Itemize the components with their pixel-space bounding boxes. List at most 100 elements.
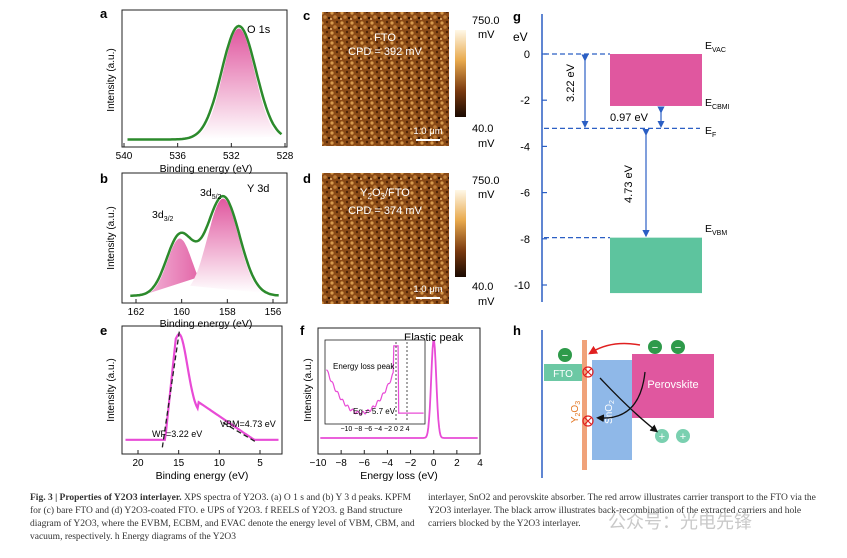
panel-f-ylabel: Intensity (a.u.) — [303, 358, 314, 421]
panel-f-inset-frame — [324, 339, 426, 425]
panel-h-y2o3-label: Y2O3 — [570, 401, 582, 423]
panel-h-electron-2-sign: − — [652, 342, 658, 354]
panel-h-electron-2 — [648, 340, 662, 354]
panel-g-ecbm-label: ECBMI — [705, 97, 730, 111]
panel-f-x-tick-label: −10 — [310, 458, 327, 469]
panel-a-xticks: 540 536 532 528 — [116, 143, 294, 162]
panel-b-xlabel: Binding energy (eV) — [160, 318, 253, 330]
panel-g-ytick-label: -8 — [520, 234, 530, 246]
panel-b-letter: b — [100, 171, 108, 186]
panel-f: f Elastic peak Energy loss peak Eg = 5.7… — [300, 323, 483, 482]
panel-g-evac-label: EVAC — [705, 40, 726, 54]
panel-g-evbm-label: EVBM — [705, 223, 727, 237]
panel-e-xlabel: Binding energy (eV) — [156, 470, 249, 482]
panel-c-colorbar — [455, 30, 466, 117]
panel-c: c FTO CPD = 392 mV 1.0 μm 750.0 mV 40.0 … — [303, 8, 500, 150]
caption-title: Fig. 3 | Properties of Y2O3 interlayer. — [30, 493, 182, 503]
panel-d-cbar-max: 750.0 — [472, 175, 500, 187]
panel-e-letter: e — [100, 323, 107, 338]
panel-c-afm-image — [322, 12, 449, 146]
panel-h-perovskite-block — [632, 354, 714, 418]
panel-h-letter: h — [513, 323, 521, 338]
panel-h-hole-2 — [676, 429, 690, 443]
panel-h-fto-block — [544, 364, 582, 381]
panel-f-letter: f — [300, 323, 305, 338]
panel-f-frame — [317, 327, 481, 455]
panel-g-gap1-label: 3.22 eV — [565, 63, 577, 102]
panel-g-ef-label: EF — [705, 125, 716, 139]
panel-e-xticks: 20 15 10 5 — [132, 450, 263, 469]
panel-h-sno2-block — [592, 360, 632, 460]
panel-c-cpd: CPD = 392 mV — [348, 46, 422, 58]
panel-b-x-tick-label: 162 — [128, 307, 145, 318]
caption-right: interlayer, SnO2 and perovskite absorber… — [428, 493, 816, 529]
panel-d-cpd: CPD = 374 mV — [348, 205, 422, 217]
panel-d-cbar-unit: mV — [478, 189, 495, 201]
panel-e-vbm-fit-line — [222, 421, 257, 443]
panel-e-frame — [121, 325, 283, 455]
panel-b-x-tick-label: 156 — [265, 307, 282, 318]
panel-d: d Y2O3/FTO CPD = 374 mV 1.0 μm 750.0 mV … — [303, 171, 500, 308]
panel-g-ytick-label: -2 — [520, 95, 530, 107]
panel-d-scale-label: 1.0 μm — [413, 284, 442, 295]
panel-d-cbar-min: 40.0 — [472, 281, 493, 293]
panel-c-title: FTO — [374, 32, 396, 44]
panel-a-x-tick-label: 536 — [169, 151, 186, 162]
panel-e: e WF=3.22 eV VBM=4.73 eV 20 15 10 5 Binding… — [100, 323, 283, 482]
panel-a-fit-curve — [127, 24, 283, 141]
panel-h: h FTO Y2O3 SnO2 Perovskite − − − + + — [513, 323, 714, 478]
panel-d-title: Y2O3/FTO — [360, 187, 410, 201]
panel-c-cbar-min: 40.0 — [472, 123, 493, 135]
panel-h-hole-1-sign: + — [659, 431, 665, 443]
panel-h-electron-3 — [671, 340, 685, 354]
panel-b-fit-curve — [130, 194, 279, 297]
panel-g-vbm-block — [610, 237, 702, 294]
panel-c-letter: c — [303, 8, 310, 23]
panel-h-electron-1 — [558, 348, 572, 362]
panel-g-ytick-label: -4 — [520, 141, 530, 153]
panel-h-red-arrow — [588, 342, 641, 355]
panel-d-colorbar — [455, 190, 466, 277]
panel-a-ylabel: Intensity (a.u.) — [106, 48, 117, 111]
panel-e-wf-fit-line — [161, 328, 181, 448]
panel-g-ytick-label: -10 — [514, 280, 530, 292]
panel-e-x-tick-label: 15 — [173, 458, 185, 469]
panel-g: g eV 0 -2 -4 -6 -8 -10 3.22 eV 0.97 eV 4.73 e… — [513, 9, 730, 302]
panel-f-x-tick-label: −8 — [335, 458, 347, 469]
panel-b-ylabel: Intensity (a.u.) — [106, 206, 117, 269]
panel-e-vbm-label: VBM=4.73 eV — [220, 419, 276, 429]
panel-h-perovskite-label: Perovskite — [647, 379, 698, 391]
panel-f-x-tick-label: −2 — [405, 458, 417, 469]
panel-b-x-tick-label: 158 — [219, 307, 236, 318]
panel-a-peak-fill — [183, 28, 282, 140]
panel-h-block-marker-2-cross — [584, 417, 592, 425]
panel-b-frame — [121, 172, 288, 304]
panel-g-ylabel: eV — [513, 30, 528, 44]
panel-e-ylabel: Intensity (a.u.) — [106, 358, 117, 421]
panel-a-frame — [121, 9, 288, 148]
panel-c-cbar-max: 750.0 — [472, 15, 500, 27]
panel-f-x-tick-label: −4 — [382, 458, 394, 469]
panel-f-x-tick-label: 4 — [477, 458, 483, 469]
panel-b-peak2-label: 3d5/2 — [200, 187, 222, 201]
panel-a-x-tick-label: 532 — [223, 151, 240, 162]
panel-g-ytick-label: -6 — [520, 188, 530, 200]
panel-b: b Y 3d 3d3/2 3d5/2 162 160 158 156 Binding … — [100, 171, 288, 330]
panel-c-cbar-unit: mV — [478, 29, 495, 41]
panel-f-reels-curve — [320, 339, 478, 439]
panel-h-hole-2-sign: + — [680, 431, 686, 443]
panel-h-electron-3-sign: − — [675, 342, 681, 354]
panel-h-block-marker-1-cross — [584, 368, 592, 376]
panel-h-black-arrow-1 — [599, 377, 659, 433]
panel-h-fto-label: FTO — [553, 369, 573, 380]
panel-f-xticks: −10 −8 −6 −4 −2 0 2 4 — [310, 450, 483, 469]
panel-g-cbm-block — [610, 54, 702, 106]
panel-g-gap2-label: 0.97 eV — [610, 112, 649, 124]
panel-e-ups-curve — [125, 332, 279, 441]
panel-f-inset-eg: Eg = 5.7 eV — [353, 407, 396, 416]
panel-f-x-tick-label: 2 — [454, 458, 460, 469]
panel-g-letter: g — [513, 9, 521, 24]
panel-a-x-tick-label: 528 — [277, 151, 294, 162]
panel-f-x-tick-label: 0 — [431, 458, 437, 469]
panel-b-x-tick-label: 160 — [173, 307, 190, 318]
